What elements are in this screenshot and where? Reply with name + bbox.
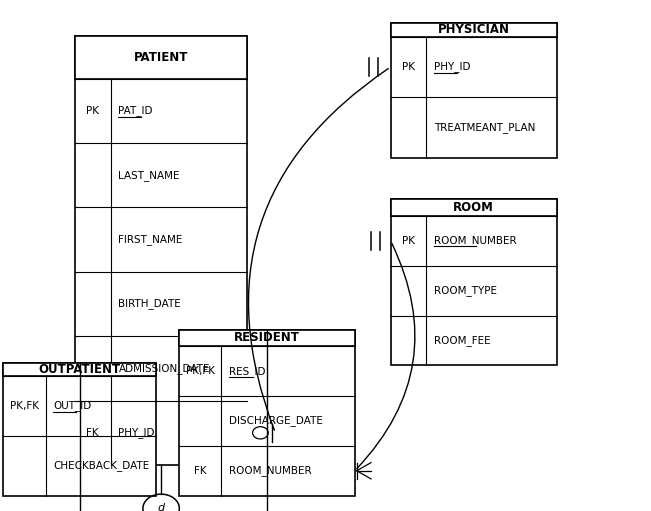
Bar [75, 36, 247, 465]
Text: OUTPATIENT: OUTPATIENT [38, 363, 121, 376]
Text: FK: FK [194, 466, 206, 476]
Text: CHECKBACK_DATE: CHECKBACK_DATE [53, 460, 150, 471]
Text: PATIENT: PATIENT [134, 51, 188, 64]
Text: d: d [158, 503, 165, 511]
Text: PK: PK [87, 106, 99, 116]
Bar [179, 330, 355, 346]
Bar [3, 363, 156, 376]
Bar [3, 363, 156, 496]
Text: ADMISSION_DATE: ADMISSION_DATE [118, 363, 210, 374]
Text: ROOM_NUMBER: ROOM_NUMBER [229, 466, 312, 476]
Bar [391, 199, 557, 216]
Text: PHY_ID: PHY_ID [118, 427, 155, 438]
Text: FK: FK [87, 428, 99, 438]
Text: ROOM_TYPE: ROOM_TYPE [434, 285, 497, 296]
Text: PK,FK: PK,FK [10, 401, 39, 411]
Text: ROOM_FEE: ROOM_FEE [434, 335, 491, 346]
Text: LAST_NAME: LAST_NAME [118, 170, 180, 181]
Text: ROOM_NUMBER: ROOM_NUMBER [434, 236, 517, 246]
Text: DISCHARGE_DATE: DISCHARGE_DATE [229, 415, 323, 426]
Text: FIRST_NAME: FIRST_NAME [118, 234, 183, 245]
Bar [75, 36, 247, 79]
Text: PHY_ID: PHY_ID [434, 61, 471, 73]
Text: ROOM: ROOM [453, 201, 494, 214]
Text: RESIDENT: RESIDENT [234, 332, 300, 344]
Bar [391, 23, 557, 158]
Text: PK,FK: PK,FK [186, 366, 215, 376]
Bar [391, 23, 557, 36]
Bar [391, 199, 557, 365]
Text: PHYSICIAN: PHYSICIAN [437, 24, 510, 36]
Text: PAT_ID: PAT_ID [118, 105, 153, 117]
Text: TREATMEANT_PLAN: TREATMEANT_PLAN [434, 123, 536, 133]
Text: RES_ID: RES_ID [229, 366, 266, 377]
Bar [179, 330, 355, 496]
Text: PK: PK [402, 62, 415, 72]
Text: OUT_ID: OUT_ID [53, 401, 92, 411]
Text: PK: PK [402, 236, 415, 246]
Text: BIRTH_DATE: BIRTH_DATE [118, 298, 181, 310]
